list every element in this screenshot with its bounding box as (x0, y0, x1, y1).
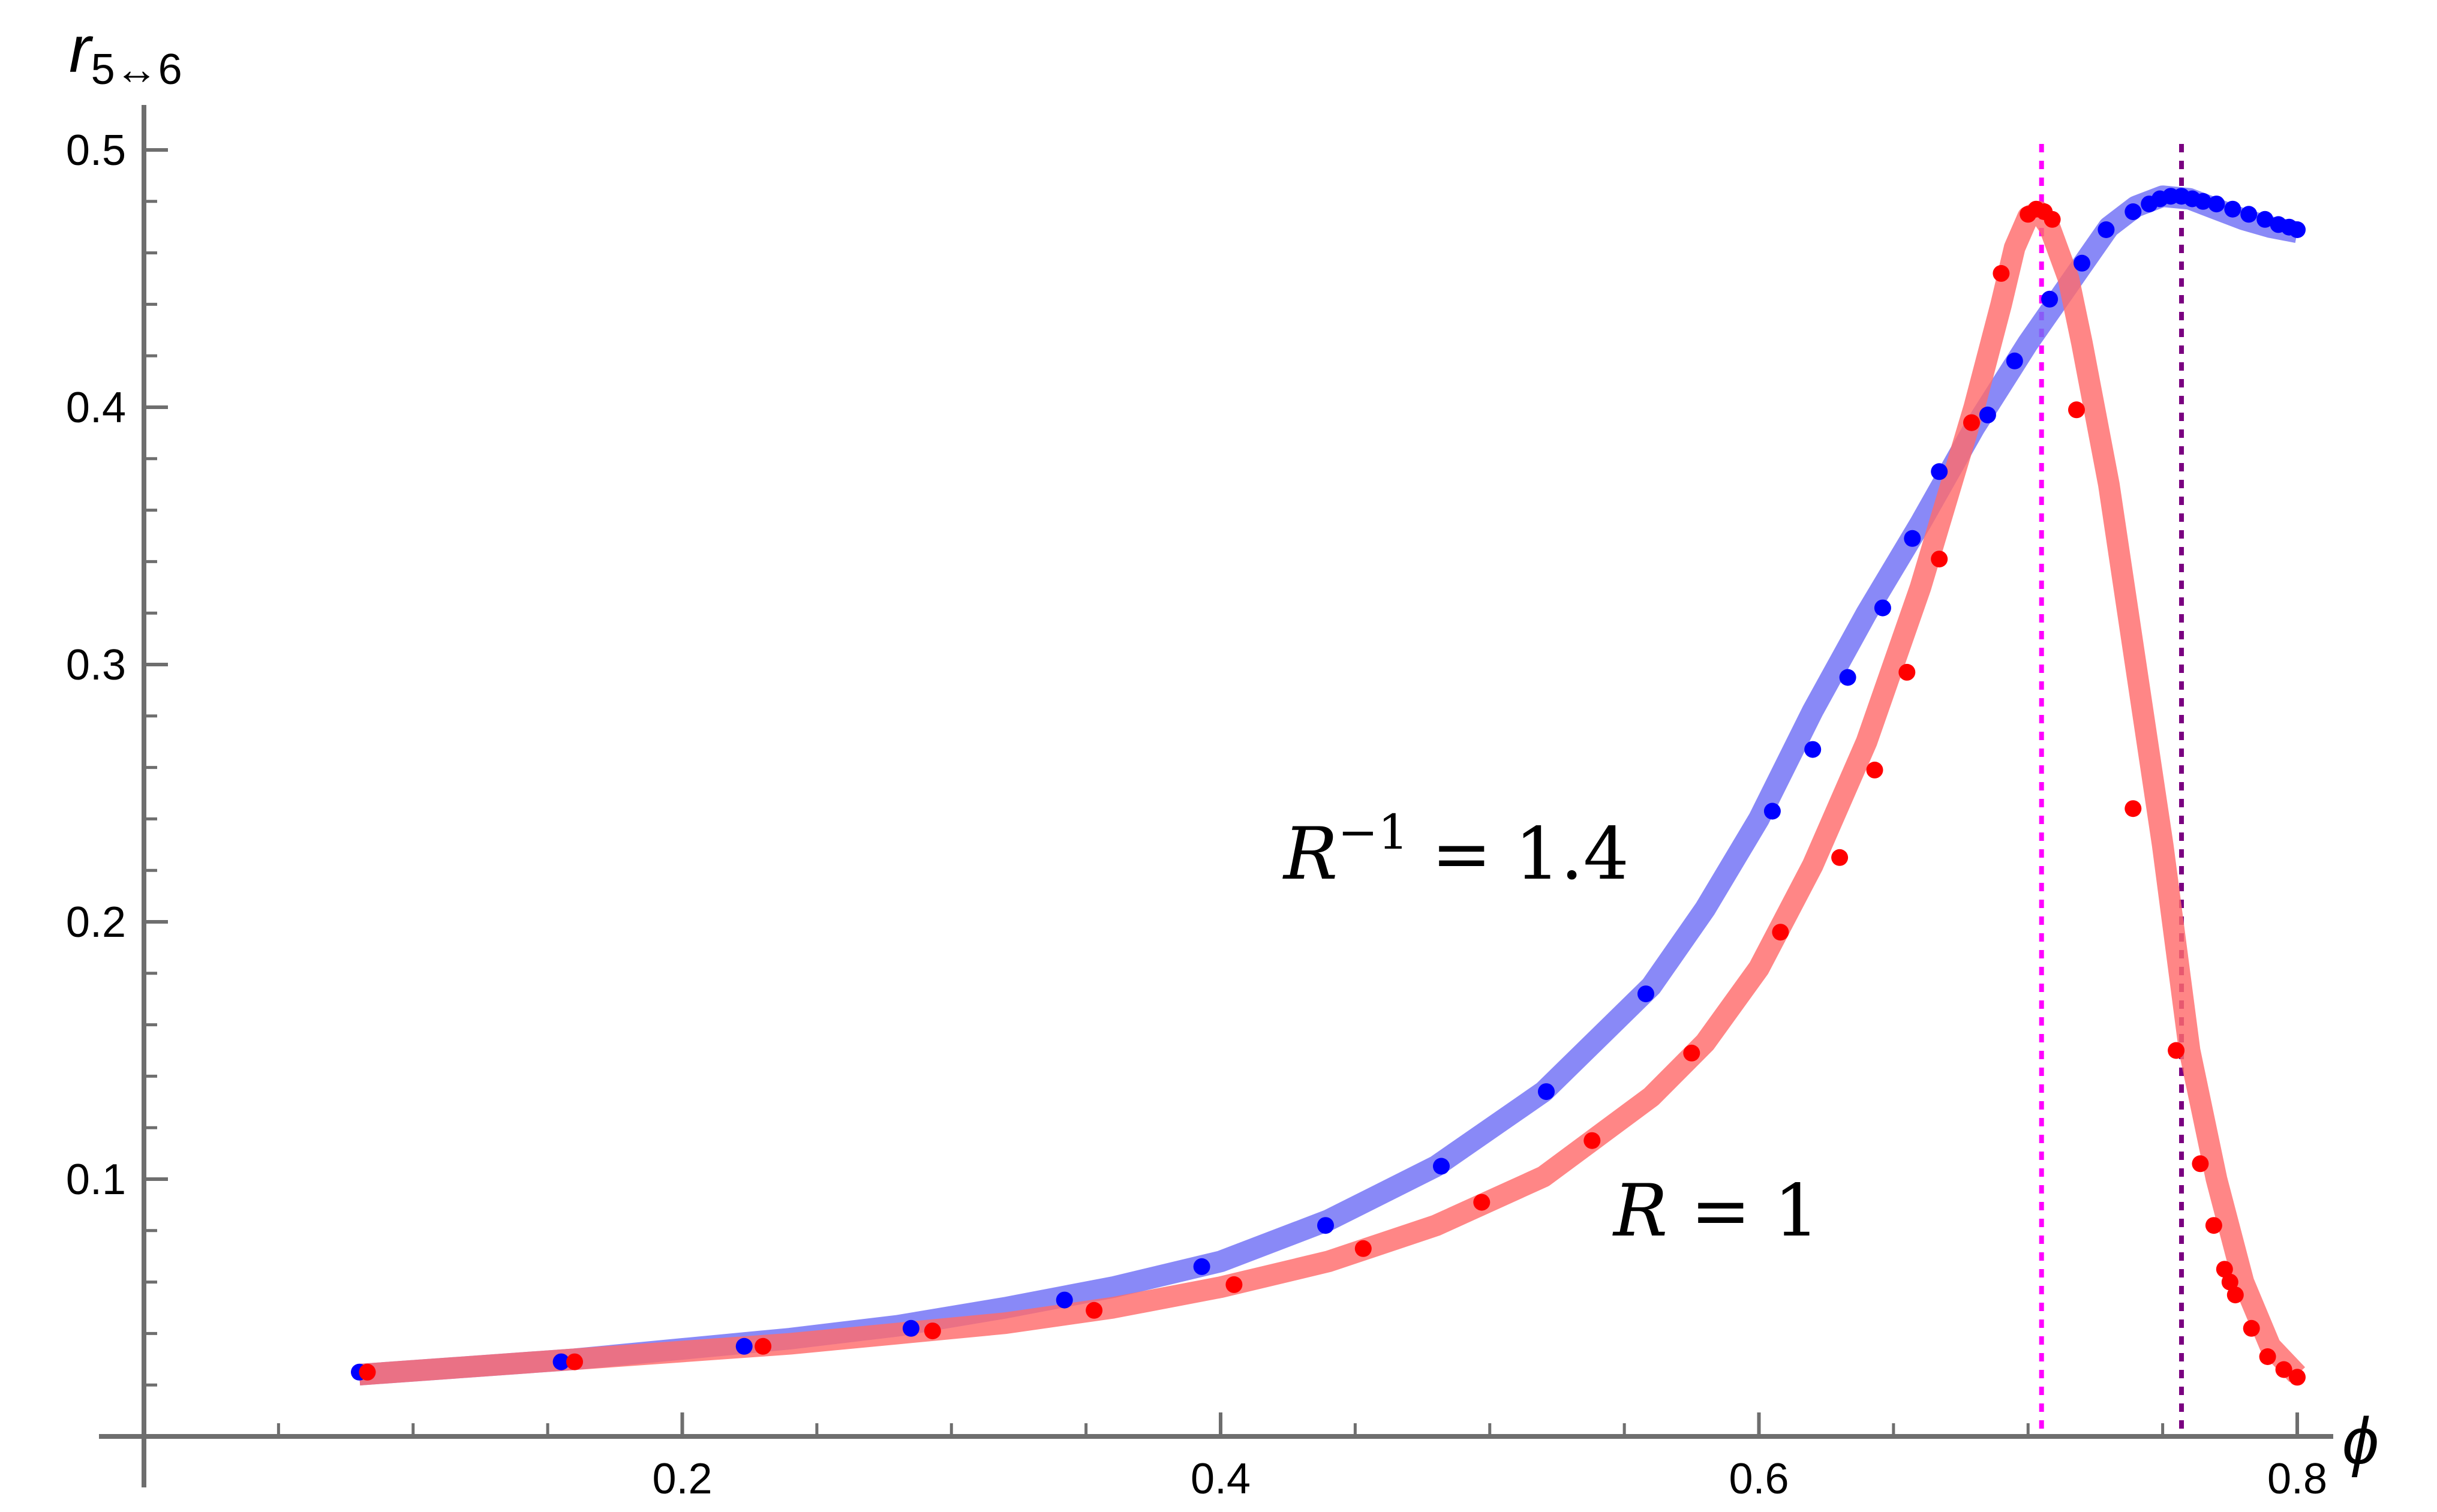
data-point (1839, 669, 1856, 686)
y-tick-label: 0.2 (66, 898, 126, 946)
data-point (2243, 1319, 2260, 1337)
data-point (735, 1337, 753, 1355)
annotation-r-tail: = 1 (1667, 1170, 1819, 1253)
x-tick-label: 0.2 (652, 1455, 712, 1503)
data-point (1772, 924, 1789, 941)
data-point (2074, 254, 2090, 272)
data-point (1538, 1083, 1555, 1101)
data-point (2205, 1217, 2222, 1234)
data-point (552, 1353, 570, 1370)
data-point (2125, 800, 2142, 817)
y-tick-label: 0.4 (66, 384, 126, 432)
data-point (2221, 1273, 2238, 1291)
data-point (2224, 200, 2241, 218)
data-point (1354, 1240, 1372, 1257)
annotation-r-inverse-sup: −1 (1338, 804, 1408, 860)
x-ticks: 0.2 0.4 0.6 0.8 (652, 1412, 2327, 1503)
annotation-r-main: R (1612, 1170, 1667, 1253)
data-point (1931, 551, 1948, 568)
data-point (1898, 663, 1916, 681)
y-axis-title: r5↔6 (69, 13, 182, 94)
series-line (358, 185, 2300, 1385)
data-point (2275, 1361, 2292, 1378)
data-point (1317, 1217, 1334, 1234)
data-point (1904, 530, 1921, 547)
data-point (1583, 1132, 1601, 1149)
data-point (2256, 211, 2274, 228)
y-tick-label: 0.1 (66, 1156, 126, 1204)
data-point (2098, 221, 2115, 238)
data-points (351, 188, 2306, 1386)
data-point (1683, 1044, 1700, 1062)
data-point (1866, 761, 1883, 778)
x-tick-label: 0.4 (1191, 1455, 1251, 1503)
data-point (1763, 802, 1781, 820)
data-point (1831, 849, 1849, 866)
series-line (358, 201, 2306, 1385)
annotation-r-equals-one: R = 1 (1612, 1170, 1820, 1253)
data-point (1056, 1291, 1073, 1309)
data-point (2226, 1286, 2244, 1304)
data-point (2289, 1369, 2306, 1386)
vertical-reference-lines (2039, 144, 2184, 1436)
y-ticks: 0.1 0.2 0.3 0.4 0.5 (66, 127, 168, 1204)
data-point (1473, 1194, 1491, 1211)
data-point (2044, 211, 2061, 228)
data-point (359, 1363, 376, 1381)
data-point (902, 1319, 919, 1337)
data-point (2068, 401, 2085, 419)
data-point (1225, 1276, 1243, 1293)
data-point (755, 1337, 772, 1355)
data-point (924, 1322, 941, 1340)
data-point (1637, 985, 1654, 1003)
data-point (2192, 1155, 2209, 1173)
data-point (1979, 406, 1996, 423)
fitted-curves (358, 185, 2306, 1385)
data-point (1804, 741, 1822, 758)
data-point (2216, 1261, 2233, 1278)
data-point (2289, 221, 2306, 238)
y-tick-label: 0.5 (66, 127, 126, 175)
y-axis-title-subscript: 5↔6 (91, 46, 182, 94)
minor-ticks (144, 200, 2165, 1436)
x-tick-label: 0.8 (2267, 1455, 2327, 1503)
x-axis-title: ϕ (2342, 1404, 2379, 1478)
y-axis-title-main: r (69, 13, 94, 86)
data-point (1963, 414, 1980, 431)
data-point (2041, 290, 2059, 308)
data-point (2208, 196, 2225, 213)
data-point (2125, 203, 2142, 220)
data-point (2168, 1042, 2185, 1059)
data-point (1086, 1301, 1103, 1319)
data-point (1193, 1258, 1210, 1275)
y-tick-label: 0.3 (66, 641, 126, 689)
data-point (1874, 599, 1891, 617)
data-point (2259, 1348, 2276, 1365)
x-tick-label: 0.6 (1729, 1455, 1789, 1503)
data-point (1993, 264, 2010, 282)
annotation-r-inverse-main: R (1282, 813, 1338, 896)
annotation-r-inverse-tail: = 1.4 (1408, 813, 1629, 896)
data-point (1433, 1158, 1450, 1175)
data-point (2240, 206, 2258, 223)
annotation-r-inverse: R−1 = 1.4 (1282, 804, 1629, 896)
data-point (1931, 463, 1948, 480)
data-point (566, 1353, 583, 1370)
data-point (2006, 352, 2023, 369)
data-point (2194, 193, 2211, 210)
